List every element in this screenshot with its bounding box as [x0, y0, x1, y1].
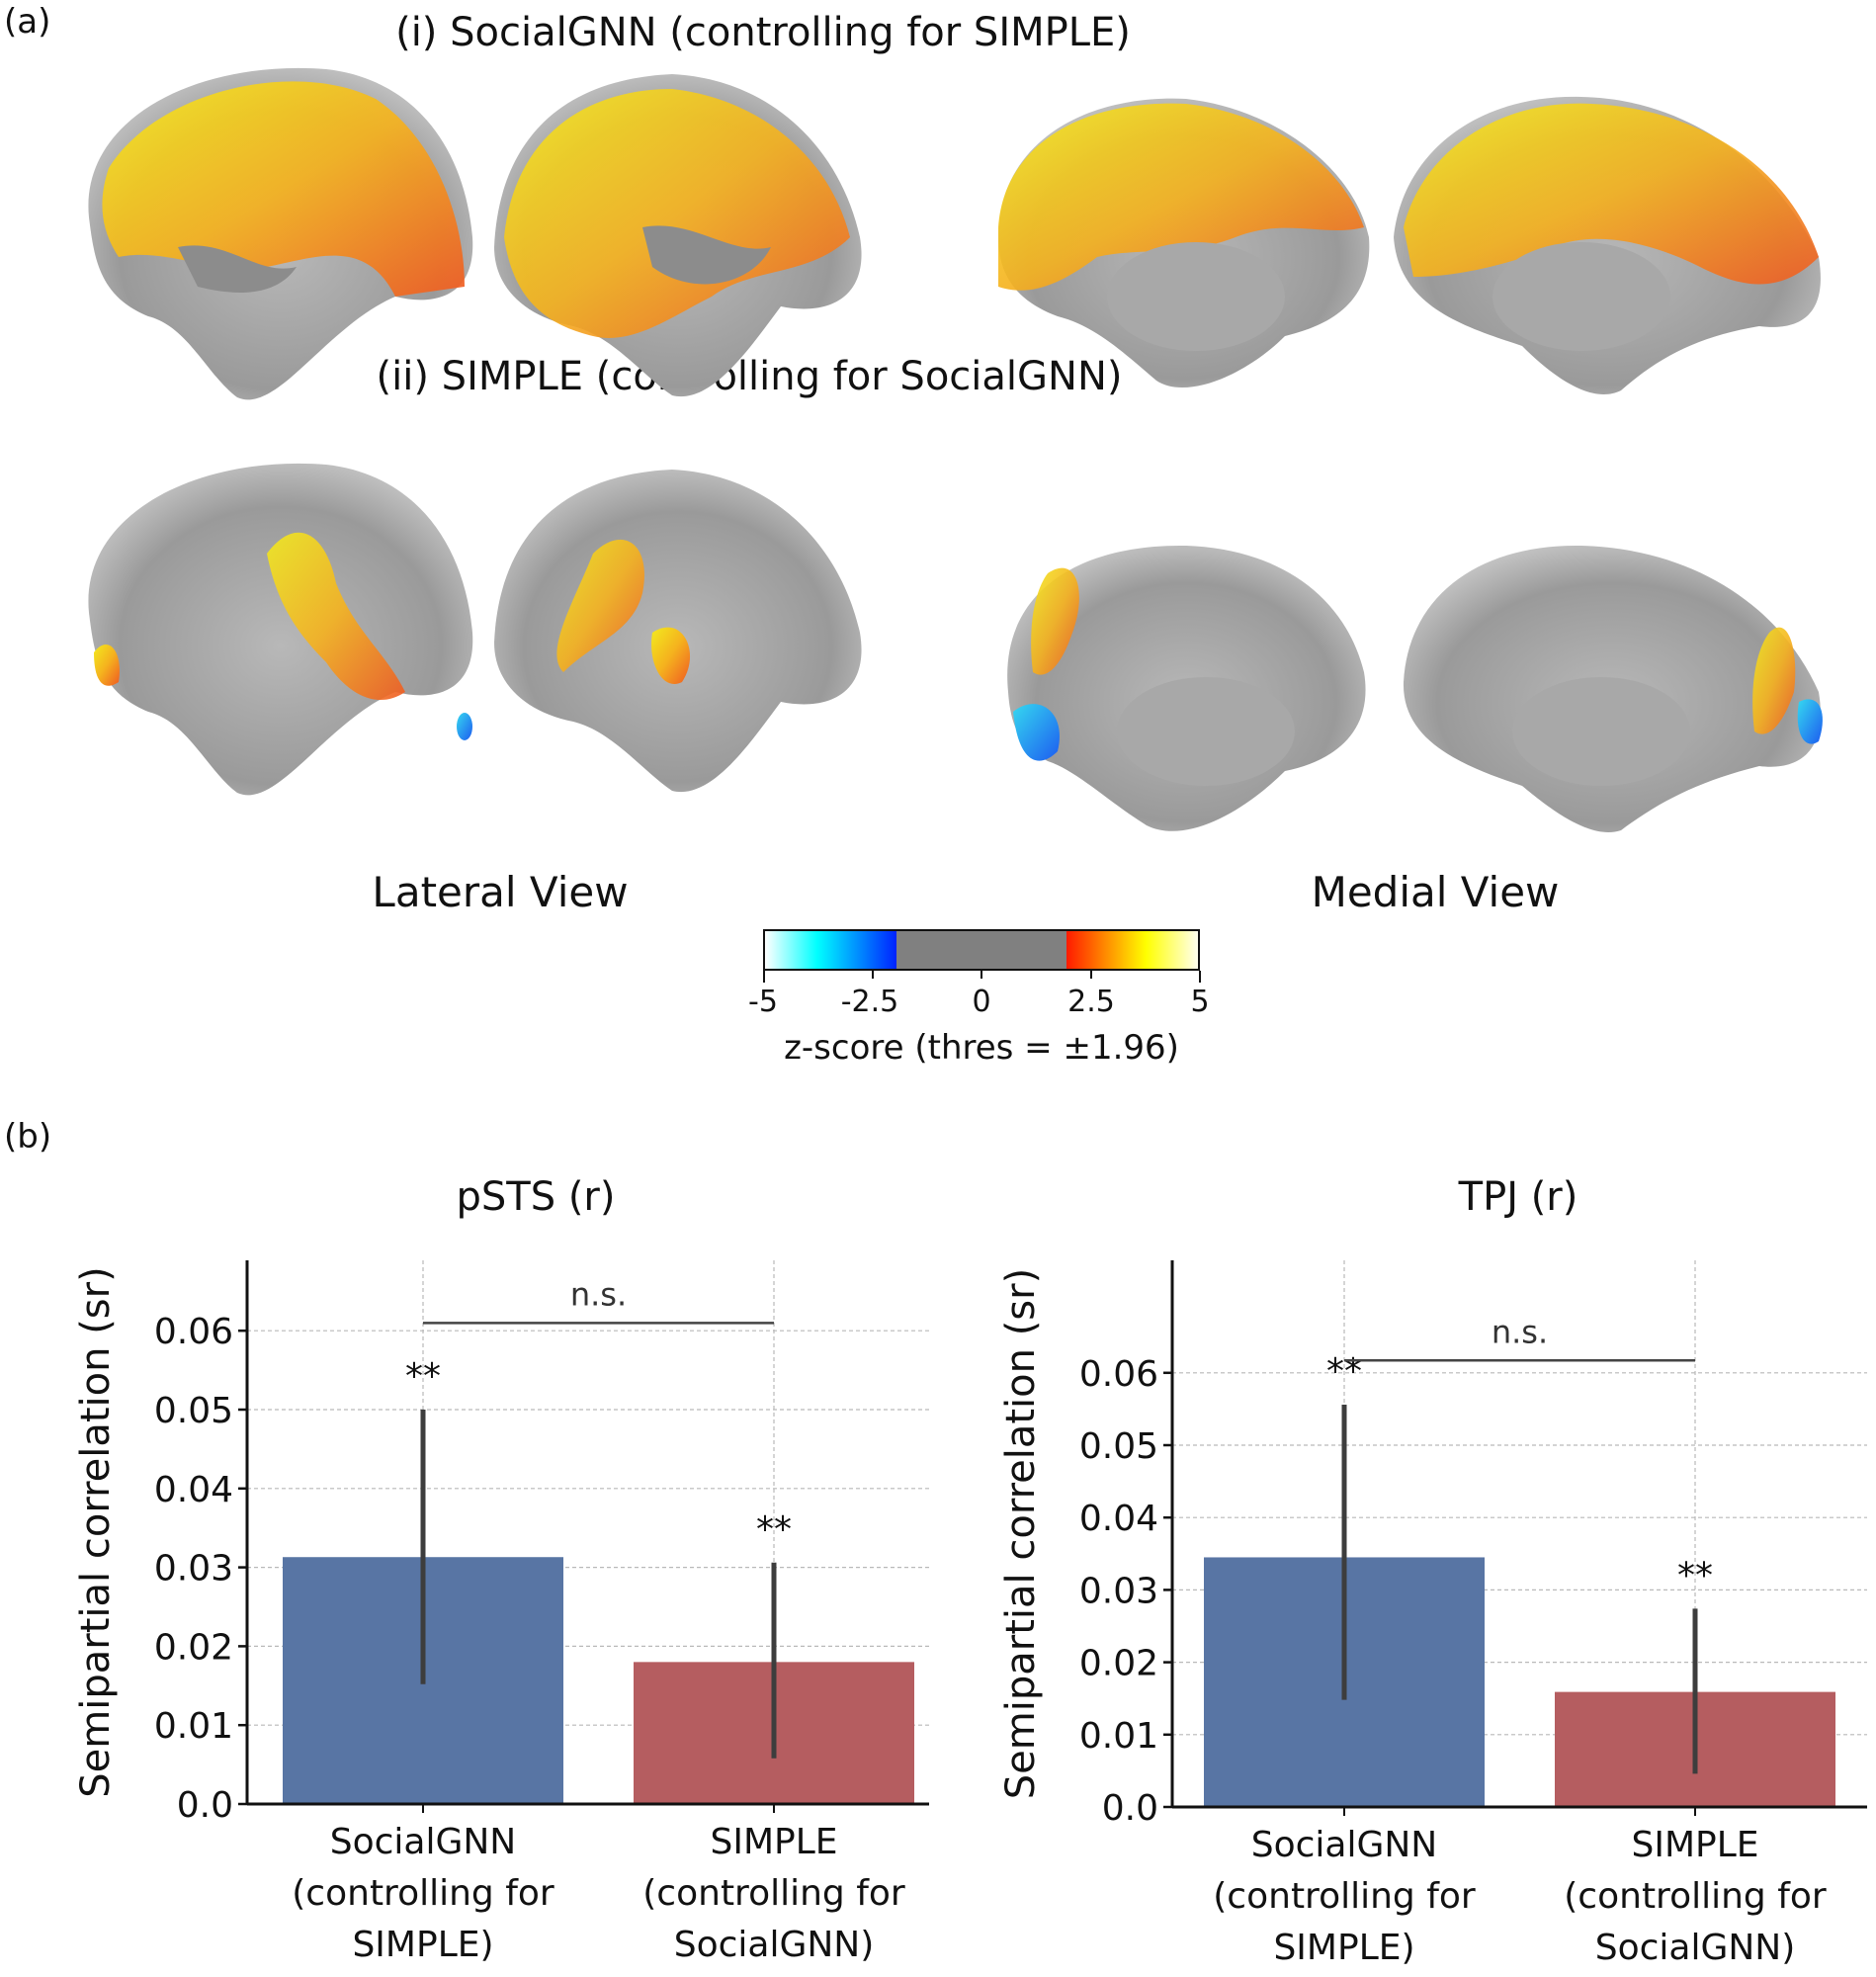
brain-row-ii-lateral-right: [494, 470, 862, 793]
y-tick-label: 0.02: [1079, 1644, 1158, 1684]
y-tick-label: 0.01: [154, 1706, 233, 1747]
x-tick-label: SIMPLE: [710, 1822, 837, 1862]
x-tick-label: SocialGNN: [330, 1822, 517, 1862]
colorbar-tick-label: 0: [972, 985, 991, 1019]
y-tick-label: 0.03: [154, 1549, 233, 1590]
comparison-label: n.s.: [570, 1275, 627, 1313]
x-tick-label: SocialGNN: [1251, 1825, 1438, 1865]
x-tick-label: SIMPLE): [352, 1925, 493, 1965]
colorbar-ticks: [763, 971, 1201, 983]
medial-view-label: Medial View: [1311, 868, 1560, 916]
brain-row-i-medial-left: [998, 98, 1370, 388]
y-tick-label: 0.06: [1079, 1354, 1158, 1395]
brain-row-ii-lateral-left: [88, 463, 473, 796]
chart-pssts: 0.0 0.01 0.02 0.03 0.04 0.05 0.06 ** ** n.s. Socia…: [73, 1260, 929, 1965]
brain-row-ii-medial-left: [1007, 545, 1366, 831]
row-ii-title: (ii) SIMPLE (controlling for SocialGNN): [376, 354, 1123, 399]
y-tick-label: 0.06: [154, 1312, 233, 1352]
colorbar-tick-label: -2.5: [840, 985, 899, 1019]
y-tick-label: 0.03: [1079, 1571, 1158, 1611]
brain-row-i-lateral-left: [88, 67, 473, 400]
brain-row-i-medial-right: [1394, 96, 1821, 394]
significance-marker: **: [1677, 1555, 1713, 1595]
x-tick-label: (controlling for: [642, 1873, 905, 1914]
x-tick-label: SIMPLE): [1273, 1928, 1414, 1968]
y-tick-label: 0.0: [177, 1785, 233, 1826]
panel-b-label: (b): [4, 1117, 52, 1157]
x-tick-label: (controlling for: [1564, 1876, 1827, 1917]
panel-a-label: (a): [4, 2, 51, 42]
x-tick-label: (controlling for: [1213, 1876, 1476, 1917]
y-tick-label: 0.05: [1079, 1426, 1158, 1467]
chart-title-pssts: pSTS (r): [456, 1174, 616, 1220]
colorbar-title: z-score (thres = ±1.96): [784, 1028, 1179, 1068]
x-tick-label: SocialGNN): [674, 1925, 875, 1965]
chart-title-tpj: TPJ (r): [1458, 1174, 1578, 1220]
y-tick-label: 0.02: [154, 1627, 233, 1668]
significance-marker: **: [1326, 1351, 1362, 1392]
y-tick-label: 0.04: [1079, 1499, 1158, 1539]
brain-row-ii-medial-right: [1403, 545, 1823, 832]
y-tick-label: 0.05: [154, 1391, 233, 1431]
significance-marker: **: [756, 1509, 792, 1550]
chart-tpj: 0.0 0.01 0.02 0.03 0.04 0.05 0.06 ** ** n.s. Socia…: [998, 1260, 1867, 1968]
colorbar-tick-label: -5: [748, 985, 778, 1019]
colorbar-tick-label: 2.5: [1067, 985, 1115, 1019]
colorbar-tick-label: 5: [1190, 985, 1210, 1019]
y-axis-label: Semipartial correlation (sr): [73, 1266, 119, 1797]
comparison-label: n.s.: [1492, 1313, 1548, 1350]
colorbar-gradient: [765, 931, 1198, 969]
significance-marker: **: [405, 1356, 441, 1397]
y-axis-label: Semipartial correlation (sr): [998, 1268, 1044, 1799]
lateral-view-label: Lateral View: [372, 868, 629, 916]
y-tick-label: 0.0: [1102, 1788, 1158, 1829]
y-tick-label: 0.04: [154, 1470, 233, 1510]
brain-row-i-lateral-right: [494, 74, 862, 397]
colorbar: [763, 929, 1200, 971]
row-i-title: (i) SocialGNN (controlling for SIMPLE): [395, 10, 1131, 55]
x-tick-label: SocialGNN): [1595, 1928, 1796, 1968]
brain-surfaces: [88, 67, 1823, 832]
x-tick-label: SIMPLE: [1631, 1825, 1758, 1865]
x-tick-label: (controlling for: [292, 1873, 554, 1914]
y-tick-label: 0.01: [1079, 1716, 1158, 1757]
